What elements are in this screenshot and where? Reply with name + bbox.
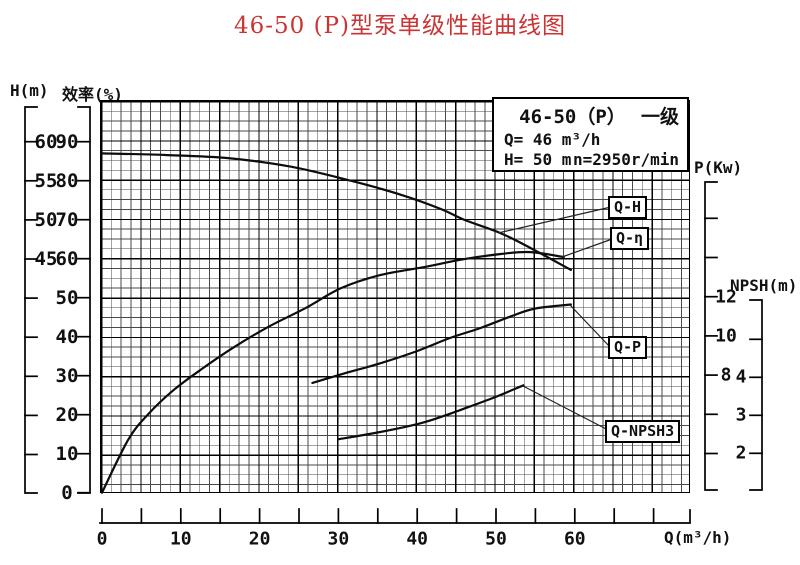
eff-tick-label: 70: [55, 208, 79, 231]
q-tick-label: 60: [563, 528, 586, 550]
npsh-tick-label: 2: [735, 442, 747, 464]
p-axis-title: P(Kw): [694, 158, 743, 177]
p-tick-label: 8: [720, 364, 732, 386]
rated-flow: Q= 46 m³/h: [504, 130, 601, 149]
rated-head: H= 50 m: [504, 150, 572, 169]
rated-speed: n=2950r/min: [573, 150, 679, 169]
q-axis-title: Q(m³/h): [664, 528, 732, 547]
chart-title: 46-50 (P)型泵单级性能曲线图: [233, 13, 567, 39]
info-line-head-speed: H= 50 m n=2950r/min: [504, 150, 679, 169]
eff-tick-label: 40: [55, 325, 79, 348]
eff-tick-label: 60: [55, 247, 79, 270]
h-tick-label: 55: [34, 169, 58, 192]
pump-model: 46-50（P）: [519, 106, 626, 128]
h-tick-label: 50: [34, 208, 58, 231]
h-tick-label: 60: [34, 130, 58, 153]
p-tick-label: 10: [715, 325, 737, 347]
pump-grade: 一级: [640, 106, 679, 128]
curve-label-q-npsh3: Q-NPSH3: [605, 420, 681, 443]
eff-tick-label: 30: [55, 364, 79, 387]
curve-label-q-p: Q-P: [608, 336, 648, 359]
q-axis: [99, 509, 691, 524]
eff-tick-label: 80: [55, 169, 79, 192]
npsh-tick-label: 3: [735, 404, 747, 426]
npsh-axis-title: NPSH(m): [730, 276, 798, 295]
p-tick-label: 12: [715, 286, 737, 308]
h-axis-title: H(m): [10, 81, 49, 100]
eff-tick-label: 20: [55, 403, 79, 426]
eff-tick-label: 0: [61, 481, 73, 504]
eff-tick-label: 90: [55, 130, 79, 153]
q-tick-label: 20: [248, 528, 271, 550]
eff-axis: [77, 106, 91, 494]
npsh-tick-label: 4: [735, 366, 747, 388]
q-tick-label: 0: [96, 528, 108, 550]
curve-label-q-eta: Q-η: [610, 227, 650, 250]
q-tick-label: 50: [485, 528, 507, 550]
info-line-model: 46-50（P） 一级: [504, 102, 679, 129]
q-tick-label: 40: [406, 528, 429, 550]
eff-tick-label: 10: [55, 442, 79, 465]
pump-info-box: 46-50（P） 一级 Q= 46 m³/h H= 50 m n=2950r/m…: [492, 97, 689, 172]
efficiency-axis-title: 效率(%): [62, 85, 123, 104]
eff-tick-label: 50: [55, 286, 79, 309]
curve-label-q-h: Q-H: [608, 196, 648, 219]
q-tick-label: 10: [169, 528, 192, 550]
h-tick-label: 45: [34, 248, 58, 270]
npsh-axis: [749, 299, 763, 491]
h-axis: [24, 106, 38, 494]
q-tick-label: 30: [327, 528, 350, 550]
